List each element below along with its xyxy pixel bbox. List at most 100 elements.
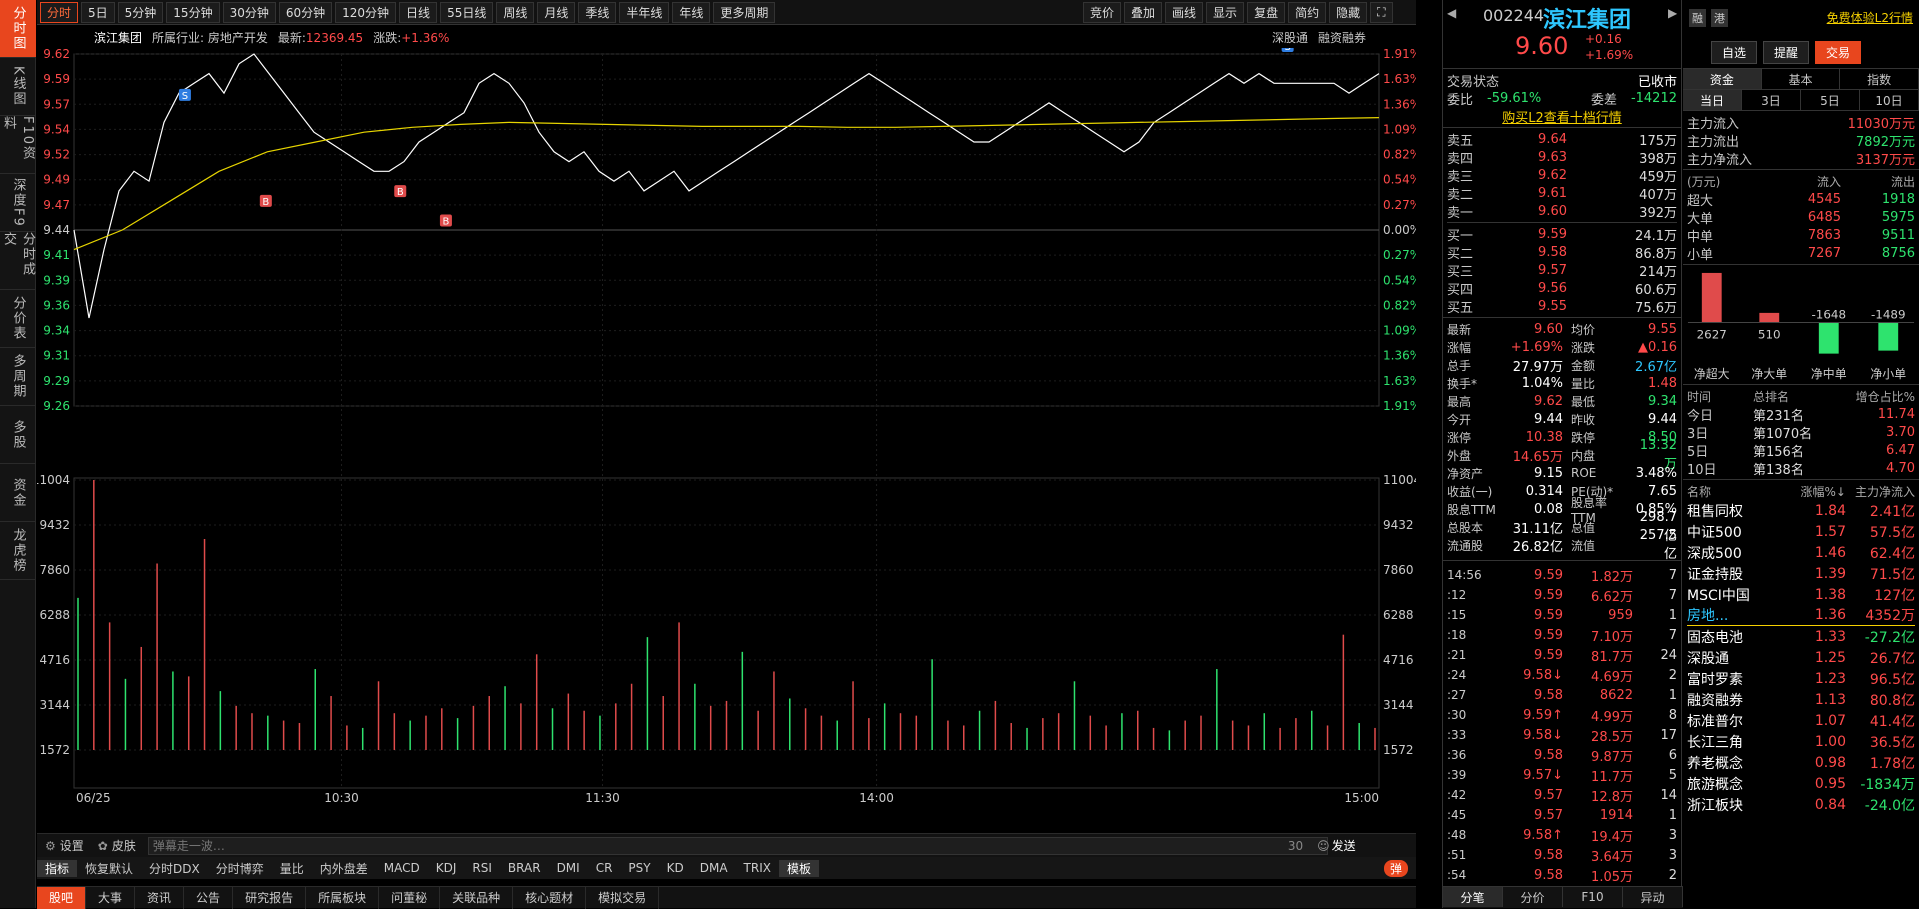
indicator-9[interactable]: BRAR [507,861,541,875]
period-tab-12[interactable]: 半年线 [619,1,670,23]
right-button-2[interactable]: 交易 [1815,40,1862,64]
right-tab-1[interactable]: 基本 [1762,69,1841,89]
left-tab-7[interactable]: 多股 [0,406,36,464]
send-button[interactable]: 发送 [1331,839,1356,853]
trade-marker-B[interactable]: B [259,194,272,208]
indicator-0[interactable]: 指标 [37,859,78,877]
ask-row[interactable]: 卖五 9.64 175万 [1447,130,1677,149]
right-button-1[interactable]: 提醒 [1763,40,1810,64]
period-tab-0[interactable]: 分时 [40,1,79,23]
skin-icon[interactable]: ✿ [97,838,108,853]
left-tab-0[interactable]: 分时图 [0,0,36,58]
sector-row[interactable]: 标准普尔 1.07 41.4亿 [1687,710,1915,731]
ask-row[interactable]: 卖二 9.61 407万 [1447,184,1677,203]
sector-row[interactable]: 证金持股 1.39 71.5亿 [1687,563,1915,584]
gear-icon[interactable]: ⚙ [45,838,56,853]
tool-button-5[interactable]: 简约 [1288,2,1327,23]
period-tab-6[interactable]: 120分钟 [335,1,397,23]
danmu-input[interactable] [147,836,1328,855]
bottom-tab-2[interactable]: 资讯 [135,886,185,909]
bottom-tab-1[interactable]: 大事 [86,886,136,909]
mid-tab-0[interactable]: 分笔 [1443,887,1503,907]
left-tab-1[interactable]: K线图 [0,58,36,116]
sector-row[interactable]: 固态电池 1.33 -27.2亿 [1687,626,1915,647]
indicator-1[interactable]: 恢复默认 [85,861,134,876]
period-tab-8[interactable]: 55日线 [440,1,494,23]
indicator-6[interactable]: MACD [383,861,420,875]
indicator-7[interactable]: KDJ [435,861,457,875]
danmu-toggle[interactable]: 弹 [1383,859,1408,877]
sector-row[interactable]: 富时罗素 1.23 96.5亿 [1687,668,1915,689]
indicator-10[interactable]: DMI [556,861,580,875]
flow-period-tab-3[interactable]: 10日 [1860,90,1919,110]
bottom-tab-4[interactable]: 研究报告 [233,886,307,909]
l2-link[interactable]: 购买L2查看十档行情 [1502,110,1622,126]
left-tab-4[interactable]: 分时成交 [0,232,36,290]
tool-button-6[interactable]: 隐藏 [1329,2,1368,23]
bottom-tab-3[interactable]: 公告 [184,886,234,909]
bottom-tab-0[interactable]: 股吧 [37,886,87,909]
sector-row[interactable]: 融资融券 1.13 80.8亿 [1687,689,1915,710]
trade-marker-S[interactable]: S [178,88,191,102]
period-tab-10[interactable]: 月线 [537,1,576,23]
sector-row[interactable]: 旅游概念 0.95 -1834万 [1687,773,1915,794]
period-tab-9[interactable]: 周线 [496,1,535,23]
flow-period-tab-2[interactable]: 5日 [1801,90,1860,110]
skin-button[interactable]: 皮肤 [111,839,136,853]
period-tab-1[interactable]: 5日 [81,1,115,23]
bottom-tab-9[interactable]: 模拟交易 [586,886,660,909]
indicator-4[interactable]: 量比 [279,861,304,876]
right-button-0[interactable]: 自选 [1711,40,1758,64]
indicator-3[interactable]: 分时博弈 [215,861,264,876]
bottom-tab-8[interactable]: 核心题材 [513,886,587,909]
indicator-12[interactable]: PSY [628,861,651,875]
trade-marker-B[interactable]: B [439,214,452,227]
indicator-14[interactable]: DMA [699,861,728,875]
trade-marker-S[interactable]: S [1281,48,1294,53]
ask-row[interactable]: 卖三 9.62 459万 [1447,166,1677,185]
left-tab-3[interactable]: 深度F9 [0,174,36,232]
indicator-2[interactable]: 分时DDX [149,861,200,876]
bid-row[interactable]: 买二 9.58 86.8万 [1447,243,1677,262]
sector-row[interactable]: 租售同权 1.84 2.41亿 [1687,500,1915,521]
prev-stock-icon[interactable]: ◀ [1447,6,1457,20]
period-tab-4[interactable]: 30分钟 [222,1,276,23]
send-icon[interactable]: ☺ [1317,838,1330,853]
indicator-8[interactable]: RSI [472,861,492,875]
period-tab-5[interactable]: 60分钟 [278,1,333,23]
right-tab-0[interactable]: 资金 [1683,69,1762,89]
sector-row[interactable]: 养老概念 0.98 1.78亿 [1687,752,1915,773]
indicator-15[interactable]: TRIX [743,861,771,875]
bid-row[interactable]: 买五 9.55 75.6万 [1447,297,1677,316]
next-stock-icon[interactable]: ▶ [1668,6,1678,20]
left-tab-2[interactable]: F10资料 [0,116,36,174]
period-tab-11[interactable]: 季线 [578,1,617,23]
free-l2-link[interactable]: 免费体验L2行情 [1826,11,1913,25]
indicator-16[interactable]: 模板 [778,859,819,877]
left-tab-9[interactable]: 龙虎榜 [0,522,36,580]
ask-row[interactable]: 卖一 9.60 392万 [1447,202,1677,221]
sector-row[interactable]: 房地... 1.36 4352万 [1687,605,1915,626]
bottom-tab-5[interactable]: 所属板块 [306,886,380,909]
bid-row[interactable]: 买一 9.59 24.1万 [1447,225,1677,244]
period-tab-7[interactable]: 日线 [399,1,438,23]
left-tab-6[interactable]: 多周期 [0,348,36,406]
intraday-chart[interactable]: 9.62 1.91% 9.59 1.63% 9.57 1.36% 9.54 1.09% 9.52… [37,48,1416,833]
sector-row[interactable]: 中证500 1.57 57.5亿 [1687,521,1915,542]
mid-tab-3[interactable]: 异动 [1623,887,1683,907]
tool-button-4[interactable]: 复盘 [1247,2,1286,23]
sector-row[interactable]: 深成500 1.46 62.4亿 [1687,542,1915,563]
settings-button[interactable]: 设置 [59,839,84,853]
period-tab-13[interactable]: 年线 [672,1,711,23]
indicator-5[interactable]: 内外盘差 [319,861,368,876]
tool-button-1[interactable]: 叠加 [1124,2,1163,23]
flow-period-tab-0[interactable]: 当日 [1683,90,1742,110]
trade-marker-B[interactable]: B [394,185,407,198]
bottom-tab-7[interactable]: 关联品种 [440,886,514,909]
period-tab-14[interactable]: 更多周期 [713,1,776,23]
fullscreen-icon[interactable]: ⛶ [1370,2,1393,23]
sector-row[interactable]: 浙江板块 0.84 -24.0亿 [1687,794,1915,815]
sector-row[interactable]: 长江三角 1.00 36.5亿 [1687,731,1915,752]
period-tab-2[interactable]: 5分钟 [117,1,164,23]
flow-period-tab-1[interactable]: 3日 [1742,90,1801,110]
